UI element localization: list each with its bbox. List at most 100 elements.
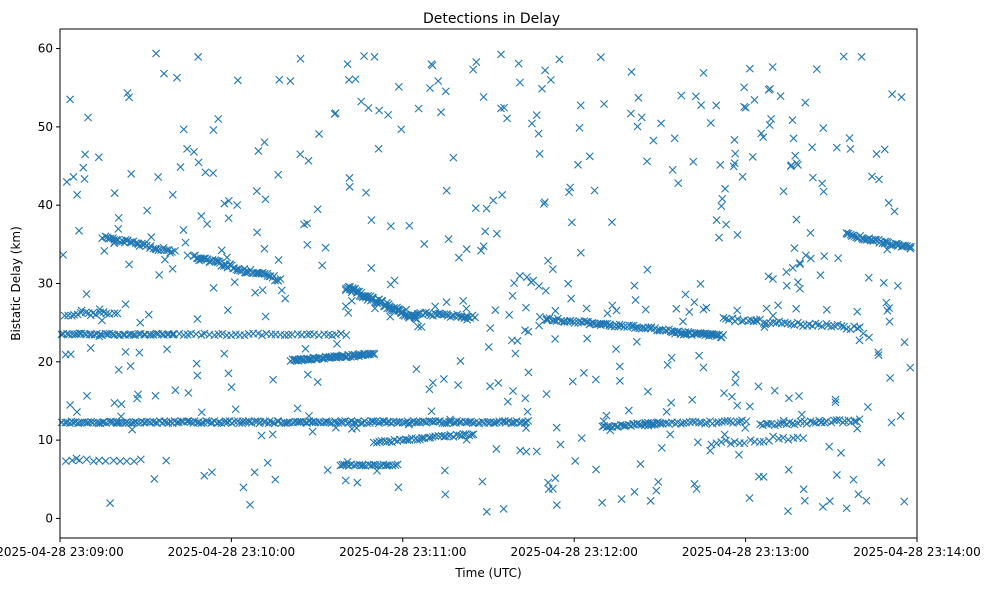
detection-marker (579, 368, 588, 377)
detection-marker (303, 219, 312, 228)
detection-marker (398, 418, 407, 427)
detection-marker (752, 317, 761, 326)
detection-marker (630, 487, 639, 496)
detection-marker (231, 405, 240, 414)
detection-marker (853, 307, 862, 316)
detection-marker (524, 368, 533, 377)
detection-marker (615, 376, 624, 385)
detection-marker (538, 84, 547, 93)
detection-marker (121, 347, 130, 356)
detection-marker (384, 110, 393, 119)
detection-marker (462, 245, 471, 254)
detection-marker (808, 321, 817, 330)
detection-marker (135, 348, 144, 357)
detection-marker (746, 436, 755, 445)
detection-marker (556, 440, 565, 449)
detection-marker (845, 134, 854, 143)
detection-marker (551, 306, 560, 315)
y-tick-label: 0 (45, 511, 53, 525)
detection-marker (181, 238, 190, 247)
detection-marker (72, 454, 81, 463)
detection-marker (620, 322, 628, 331)
detection-marker (868, 172, 876, 181)
detection-marker (527, 119, 536, 128)
detection-marker (723, 416, 732, 425)
detection-marker (685, 307, 694, 316)
detection-marker (745, 64, 754, 73)
detection-marker (761, 320, 770, 329)
detection-marker (101, 329, 110, 338)
detection-marker (712, 330, 721, 339)
detection-marker (220, 349, 229, 358)
detection-marker (494, 378, 503, 387)
detection-marker (60, 311, 69, 320)
detection-marker (517, 418, 526, 427)
x-tick-label: 2025-04-28 23:12:00 (510, 545, 637, 559)
detection-marker (59, 250, 68, 259)
detection-marker (209, 126, 218, 135)
detection-marker (874, 175, 883, 184)
detection-marker (293, 404, 302, 413)
y-tick-label: 50 (38, 120, 53, 134)
detection-marker (764, 272, 773, 281)
detection-marker (202, 417, 211, 426)
detection-marker (427, 407, 436, 416)
detection-marker (874, 348, 883, 357)
detection-marker (143, 206, 152, 215)
detection-marker (737, 317, 746, 326)
detection-marker (154, 173, 163, 181)
detection-marker (612, 345, 621, 354)
detection-marker (357, 97, 366, 106)
detection-marker (250, 468, 259, 477)
detection-marker (110, 237, 119, 246)
detection-marker (565, 188, 573, 197)
detection-marker (745, 402, 754, 411)
detection-marker (123, 89, 132, 97)
detection-marker (808, 143, 817, 152)
detection-marker (627, 321, 636, 330)
detection-marker (596, 53, 605, 62)
detection-marker (353, 478, 362, 487)
detection-marker (567, 294, 576, 303)
detection-marker (484, 342, 493, 351)
detection-marker (125, 260, 134, 269)
detection-marker (114, 213, 123, 222)
detection-marker (832, 416, 841, 425)
detection-marker (742, 417, 751, 426)
detection-marker (690, 479, 699, 488)
detection-marker (345, 173, 354, 182)
detection-marker (857, 52, 866, 61)
detection-marker (449, 153, 458, 162)
detection-marker (168, 330, 177, 339)
detection-marker (900, 497, 909, 506)
detection-marker (667, 353, 676, 362)
detection-marker (706, 446, 715, 455)
detection-marker (151, 391, 160, 400)
detection-marker (162, 456, 171, 465)
detection-marker (500, 103, 509, 112)
detection-marker (230, 417, 239, 426)
detection-marker (542, 314, 551, 323)
detection-marker (441, 490, 450, 499)
detection-marker (253, 228, 262, 237)
detection-marker (332, 353, 341, 362)
detection-marker (672, 304, 681, 313)
detection-marker (570, 318, 579, 327)
detection-marker (670, 134, 679, 143)
y-axis-title: Bistatic Delay (km) (9, 226, 23, 341)
detection-marker (269, 375, 278, 384)
detection-marker (263, 458, 272, 467)
detection-marker (61, 350, 70, 359)
detection-marker (521, 418, 530, 427)
detection-marker (442, 298, 451, 307)
detection-marker (267, 330, 276, 339)
detection-marker (364, 103, 373, 112)
detection-marker (426, 433, 435, 442)
detection-marker (718, 194, 727, 203)
detection-marker (780, 318, 789, 327)
detection-marker (347, 296, 356, 305)
detection-marker (106, 499, 115, 508)
detection-marker (414, 322, 423, 331)
detection-marker (302, 330, 311, 339)
detection-marker (730, 437, 739, 446)
